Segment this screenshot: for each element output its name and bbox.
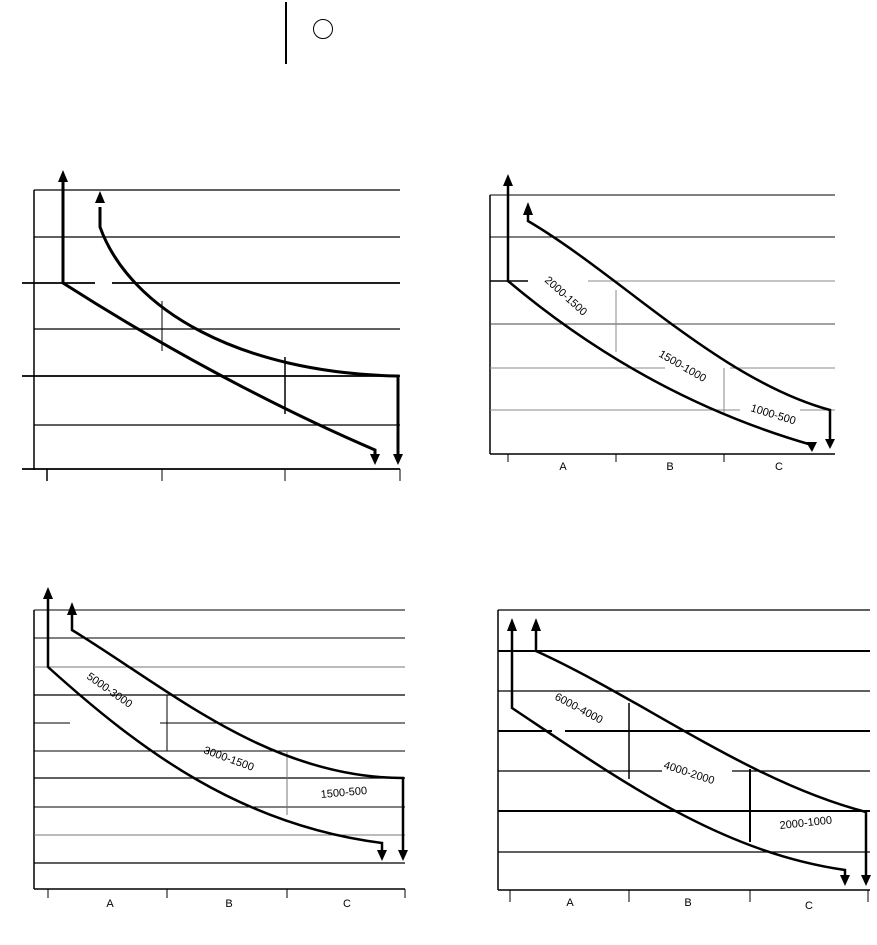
diagram-bottom-left: A B C 5000-3000 3000-1500 1500-500 — [33, 587, 408, 910]
range-label: 1500-1000 — [657, 348, 709, 385]
range-label: 3000-1500 — [202, 745, 256, 774]
range-label: 1500-500 — [320, 785, 367, 801]
zone-label: C — [343, 898, 351, 910]
range-label: 2000-1000 — [779, 815, 833, 832]
zone-labels: A B C — [566, 897, 813, 912]
zone-label: A — [566, 897, 574, 909]
zone-label: C — [775, 461, 783, 473]
zone-label: C — [805, 900, 813, 912]
range-label: 6000-4000 — [553, 691, 605, 726]
zone-labels: A B C — [559, 461, 783, 473]
diagram-top-left — [22, 170, 403, 481]
zone-labels: A B C — [106, 898, 351, 910]
range-label: 4000-2000 — [662, 759, 716, 787]
vertical-divider — [285, 2, 287, 64]
zone-label: B — [684, 897, 691, 909]
zone-label: B — [225, 898, 232, 910]
zone-label: A — [559, 461, 567, 473]
zone-label: A — [106, 898, 114, 910]
zone-label: B — [666, 461, 673, 473]
range-label: 1000-500 — [749, 402, 797, 427]
range-labels: 2000-1500 1500-1000 1000-500 — [542, 274, 797, 427]
range-labels: 5000-3000 3000-1500 1500-500 — [84, 671, 367, 801]
header — [0, 0, 877, 80]
diagram-bottom-right: A B C 6000-4000 4000-2000 2000-1000 — [497, 609, 871, 912]
range-label: 2000-1500 — [542, 274, 589, 318]
circle-icon — [313, 19, 333, 39]
diagram-top-right: A B C 2000-1500 1500-1000 1000-500 — [489, 174, 835, 473]
